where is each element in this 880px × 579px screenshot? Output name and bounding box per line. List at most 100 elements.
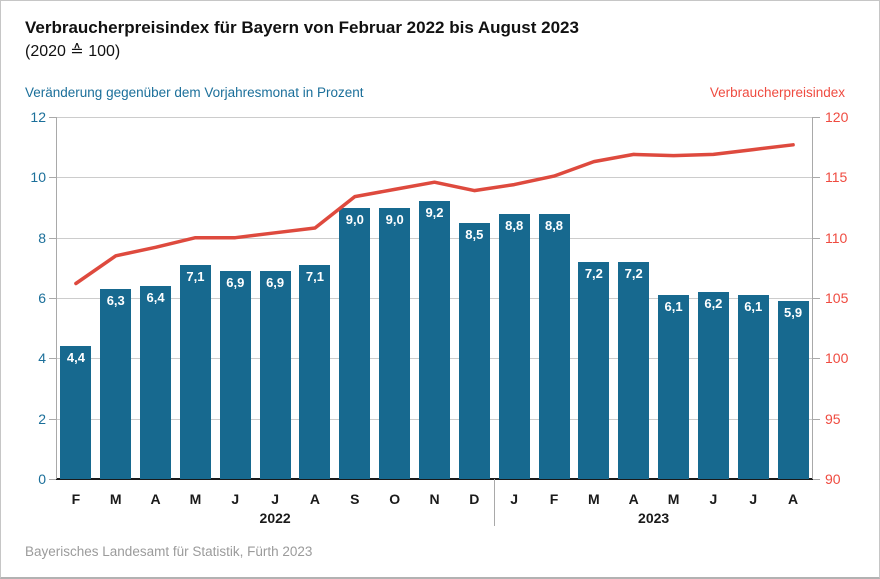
- bar-value-label: 7,2: [624, 265, 643, 281]
- x-axis-baseline: [56, 478, 813, 480]
- right-axis-tick: [813, 479, 820, 480]
- month-label-13: M: [588, 491, 600, 507]
- bar-J-4: 6,9: [219, 270, 251, 479]
- bar-M-1: 6,3: [100, 288, 132, 479]
- left-axis-tick: [49, 418, 56, 420]
- bar-M-13: 7,2: [578, 261, 610, 479]
- bar-F-0: 4,4: [60, 346, 92, 479]
- left-axis-tick-label: 0: [38, 471, 46, 487]
- bar-value-label: 8,8: [505, 217, 524, 233]
- bar-value-label: 6,1: [664, 298, 683, 314]
- left-axis-tick-label: 4: [38, 350, 46, 367]
- bar-value-label: 9,2: [425, 205, 444, 221]
- bar-A-6: 7,1: [299, 264, 331, 479]
- bar-F-12: 8,8: [538, 213, 570, 479]
- month-label-18: A: [788, 491, 799, 507]
- month-label-12: F: [549, 491, 559, 507]
- right-axis-tick-label: 110: [825, 229, 848, 246]
- bar-value-label: 6,9: [226, 274, 245, 290]
- bar-value-label: 7,2: [584, 265, 603, 281]
- bar-value-label: 6,2: [704, 295, 723, 311]
- left-axis-tick: [49, 479, 56, 480]
- bar-value-label: 9,0: [385, 211, 404, 227]
- left-axis-tick-label: 6: [38, 290, 46, 306]
- bar-value-label: 4,4: [66, 350, 85, 366]
- right-axis-tick-label: 100: [825, 350, 849, 367]
- left-axis-tick: [49, 358, 56, 360]
- grid-line: [56, 117, 813, 118]
- bar-value-label: 7,1: [305, 268, 324, 284]
- chart-title: Verbraucherpreisindex für Bayern von Feb…: [25, 18, 579, 37]
- right-axis-tick-label: 90: [825, 471, 841, 487]
- month-label-16: J: [709, 491, 718, 507]
- month-label-4: J: [231, 491, 240, 507]
- left-axis-tick: [49, 117, 56, 118]
- bar-J-17: 6,1: [737, 294, 769, 479]
- left-axis-tick: [49, 298, 56, 299]
- bar-M-3: 7,1: [179, 264, 211, 479]
- bar-D-10: 8,5: [458, 222, 490, 479]
- month-label-11: J: [510, 491, 519, 507]
- bar-value-label: 5,9: [784, 305, 803, 321]
- bar-value-label: 8,5: [465, 226, 484, 242]
- month-label-10: D: [469, 491, 480, 507]
- bar-O-8: 9,0: [379, 207, 411, 479]
- right-axis-tick: [813, 358, 820, 360]
- bar-M-15: 6,1: [658, 294, 690, 479]
- left-axis-tick-label: 8: [38, 229, 46, 246]
- bar-A-14: 7,2: [618, 261, 650, 479]
- month-label-1: M: [109, 491, 122, 507]
- month-label-17: J: [749, 491, 758, 507]
- year-divider: [494, 479, 496, 526]
- bar-J-16: 6,2: [697, 291, 729, 479]
- right-axis-tick-label: 120: [825, 109, 849, 125]
- left-axis-tick: [49, 177, 56, 179]
- month-label-2: A: [150, 491, 161, 507]
- right-axis-tick-label: 115: [825, 169, 848, 186]
- left-axis-tick-label: 12: [30, 109, 46, 125]
- bar-value-label: 6,1: [744, 298, 763, 314]
- cpi-line: [74, 143, 795, 286]
- bar-value-label: 7,1: [186, 268, 205, 284]
- right-axis-title: Verbraucherpreisindex: [709, 85, 845, 100]
- bar-value-label: 6,4: [146, 289, 165, 305]
- right-axis-tick: [813, 237, 820, 239]
- bar-value-label: 6,9: [266, 274, 285, 290]
- bar-A-2: 6,4: [140, 285, 172, 479]
- left-axis-tick-label: 2: [38, 410, 46, 427]
- year-label-2023: 2023: [638, 510, 670, 526]
- month-label-5: J: [271, 491, 280, 507]
- month-label-6: A: [309, 491, 321, 507]
- bar-A-18: 5,9: [777, 301, 809, 479]
- bar-N-9: 9,2: [419, 201, 450, 479]
- plot-left-border: [56, 117, 57, 479]
- left-axis-title: Veränderung gegenüber dem Vorjahresmonat…: [25, 85, 364, 100]
- grid-line: [56, 177, 813, 179]
- right-axis-tick-label: 95: [825, 410, 841, 427]
- right-axis-tick-label: 105: [825, 290, 849, 306]
- month-label-9: N: [429, 491, 440, 507]
- month-label-8: O: [389, 491, 401, 507]
- right-axis-tick: [813, 117, 820, 118]
- month-label-7: S: [350, 491, 360, 507]
- source-attribution: Bayerisches Landesamt für Statistik, Für…: [25, 544, 313, 559]
- bar-J-5: 6,9: [259, 270, 291, 479]
- bar-value-label: 8,8: [544, 217, 564, 233]
- cpi-line-chart: [74, 143, 795, 286]
- month-label-0: F: [71, 491, 81, 507]
- bar-value-label: 6,3: [106, 292, 125, 308]
- bar-J-11: 8,8: [498, 213, 530, 479]
- month-label-15: M: [667, 491, 680, 507]
- right-axis-tick: [813, 418, 820, 420]
- bar-S-7: 9,0: [339, 207, 371, 479]
- right-axis-tick: [813, 298, 820, 299]
- chart-subtitle: (2020 ≙ 100): [25, 43, 121, 60]
- bar-value-label: 9,0: [345, 211, 364, 227]
- plot-area: 0 90 2 95 4 100 6 105 8 110 10 115 12 120 4,4 6,3 6,4 7,1…: [30, 109, 848, 526]
- plot-right-border: [812, 117, 813, 479]
- left-axis-tick-label: 10: [30, 169, 46, 186]
- right-axis-tick: [813, 177, 820, 179]
- year-label-2022: 2022: [259, 510, 291, 526]
- month-label-14: A: [628, 491, 639, 507]
